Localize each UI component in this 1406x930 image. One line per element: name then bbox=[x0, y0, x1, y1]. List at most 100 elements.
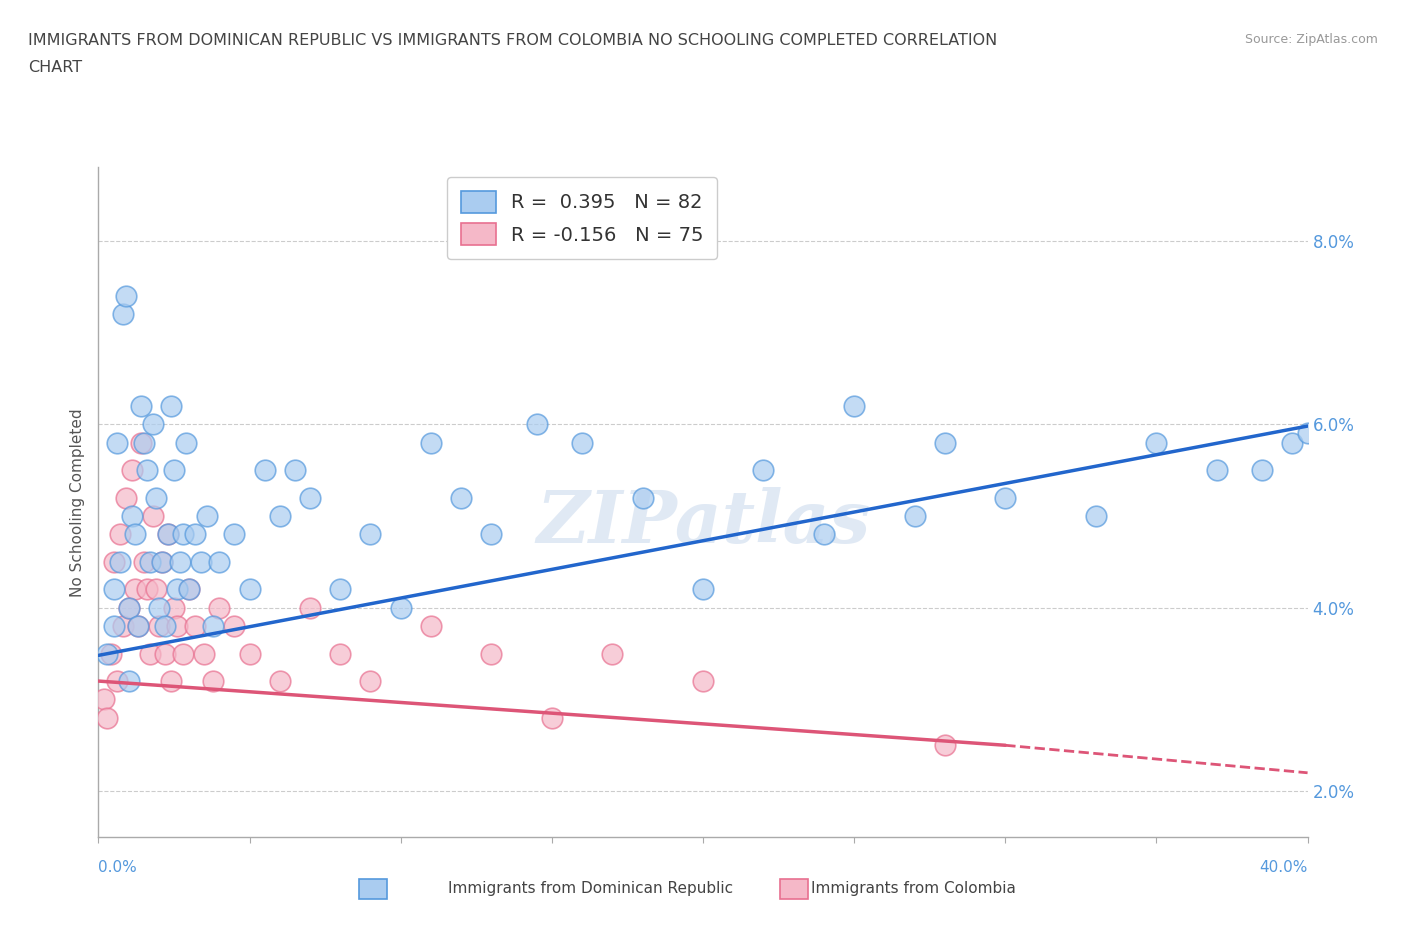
Point bbox=[93, 692, 115, 707]
Point bbox=[169, 554, 191, 569]
Point bbox=[752, 462, 775, 477]
Point bbox=[329, 646, 352, 661]
Point bbox=[692, 673, 714, 688]
Point bbox=[118, 600, 141, 615]
Point bbox=[193, 646, 215, 661]
Point bbox=[118, 673, 141, 688]
Point bbox=[121, 509, 143, 524]
Point bbox=[163, 462, 186, 477]
Point bbox=[813, 527, 835, 542]
Point bbox=[172, 646, 194, 661]
Point bbox=[389, 600, 412, 615]
Point bbox=[160, 673, 183, 688]
Point bbox=[782, 857, 804, 872]
Text: 0.0%: 0.0% bbox=[98, 860, 138, 875]
Y-axis label: No Schooling Completed: No Schooling Completed bbox=[69, 408, 84, 596]
Point bbox=[224, 618, 246, 633]
Point bbox=[526, 417, 548, 432]
Point bbox=[156, 527, 179, 542]
Point bbox=[1144, 435, 1167, 450]
Point bbox=[269, 673, 291, 688]
Point bbox=[153, 646, 176, 661]
Point bbox=[150, 554, 173, 569]
Text: ZIPatlas: ZIPatlas bbox=[536, 486, 870, 558]
Point bbox=[904, 509, 927, 524]
Point bbox=[360, 673, 382, 688]
Point bbox=[239, 582, 262, 597]
Point bbox=[299, 600, 322, 615]
Point bbox=[166, 618, 188, 633]
Point bbox=[329, 582, 352, 597]
Point bbox=[184, 527, 207, 542]
Text: Source: ZipAtlas.com: Source: ZipAtlas.com bbox=[1244, 33, 1378, 46]
Point bbox=[96, 646, 118, 661]
Legend: R =  0.395   N = 82, R = -0.156   N = 75: R = 0.395 N = 82, R = -0.156 N = 75 bbox=[447, 177, 717, 259]
Point bbox=[208, 554, 231, 569]
Point bbox=[481, 527, 503, 542]
Point bbox=[124, 527, 146, 542]
Point bbox=[148, 618, 170, 633]
Point bbox=[179, 582, 201, 597]
Point bbox=[103, 618, 125, 633]
Point bbox=[692, 582, 714, 597]
Point bbox=[179, 582, 201, 597]
Point bbox=[239, 646, 262, 661]
Point bbox=[202, 618, 225, 633]
Point bbox=[208, 600, 231, 615]
Point bbox=[111, 618, 134, 633]
Point bbox=[481, 646, 503, 661]
Point bbox=[1296, 426, 1319, 441]
Point bbox=[114, 288, 136, 303]
Point bbox=[148, 600, 170, 615]
Point bbox=[269, 509, 291, 524]
Point bbox=[153, 618, 176, 633]
Point bbox=[108, 554, 131, 569]
Point bbox=[142, 417, 165, 432]
Point bbox=[184, 618, 207, 633]
Point bbox=[145, 582, 167, 597]
Point bbox=[1085, 509, 1108, 524]
Point bbox=[360, 527, 382, 542]
Point bbox=[135, 582, 157, 597]
Point bbox=[142, 509, 165, 524]
Point bbox=[253, 462, 276, 477]
Point bbox=[299, 490, 322, 505]
Point bbox=[103, 554, 125, 569]
Point bbox=[1206, 462, 1229, 477]
Point bbox=[195, 509, 218, 524]
Point bbox=[1085, 875, 1108, 890]
Text: CHART: CHART bbox=[28, 60, 82, 75]
Point bbox=[1251, 462, 1274, 477]
Point bbox=[150, 554, 173, 569]
Point bbox=[160, 398, 183, 413]
Point bbox=[934, 737, 956, 752]
Point bbox=[139, 554, 162, 569]
Point bbox=[129, 435, 152, 450]
Point bbox=[111, 307, 134, 322]
Text: Immigrants from Dominican Republic: Immigrants from Dominican Republic bbox=[449, 881, 733, 896]
Point bbox=[127, 618, 149, 633]
Point bbox=[172, 527, 194, 542]
Text: IMMIGRANTS FROM DOMINICAN REPUBLIC VS IMMIGRANTS FROM COLOMBIA NO SCHOOLING COMP: IMMIGRANTS FROM DOMINICAN REPUBLIC VS IM… bbox=[28, 33, 997, 47]
Point bbox=[420, 618, 443, 633]
Point bbox=[105, 673, 128, 688]
Point bbox=[202, 673, 225, 688]
Point bbox=[224, 527, 246, 542]
Point bbox=[132, 435, 155, 450]
Point bbox=[132, 554, 155, 569]
Point bbox=[114, 490, 136, 505]
Text: Immigrants from Colombia: Immigrants from Colombia bbox=[811, 881, 1017, 896]
Point bbox=[129, 398, 152, 413]
Point bbox=[135, 462, 157, 477]
Point bbox=[190, 554, 212, 569]
Point bbox=[994, 490, 1017, 505]
Point bbox=[163, 600, 186, 615]
Point bbox=[145, 490, 167, 505]
Point bbox=[602, 646, 624, 661]
Point bbox=[631, 490, 654, 505]
Point bbox=[103, 582, 125, 597]
Point bbox=[127, 618, 149, 633]
Point bbox=[540, 711, 562, 725]
Point bbox=[118, 600, 141, 615]
Point bbox=[174, 435, 197, 450]
